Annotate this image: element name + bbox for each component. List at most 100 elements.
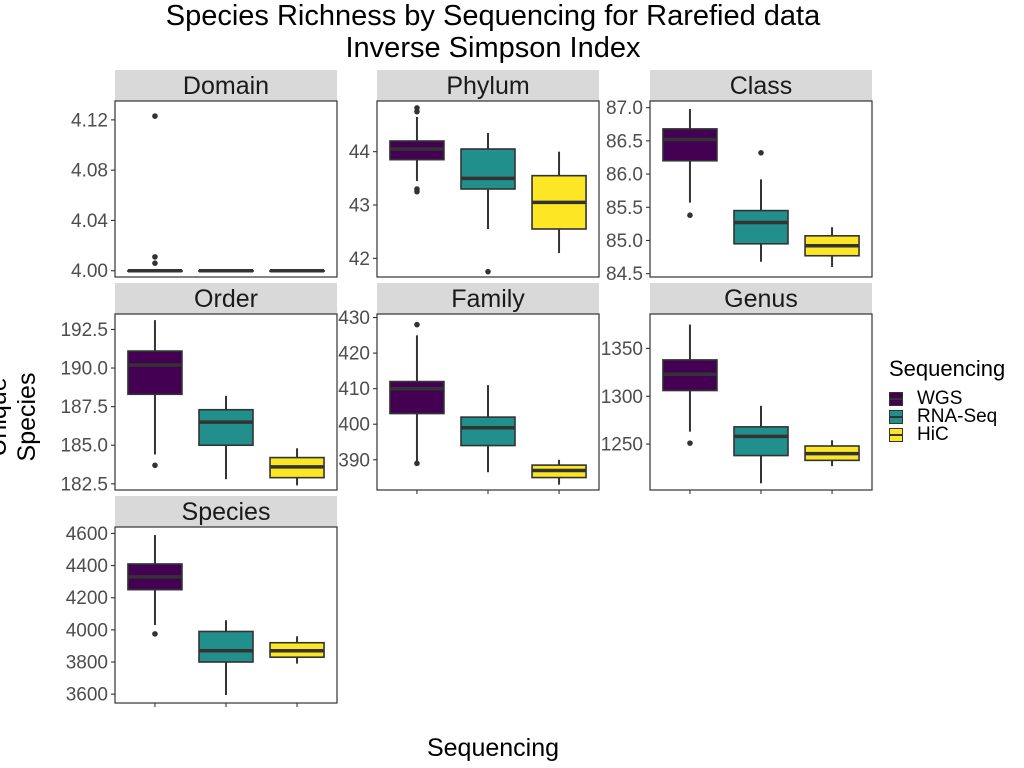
y-tick-label: 410: [338, 379, 370, 400]
box-genus-hic: [804, 440, 860, 467]
y-tick-label: 4200: [66, 588, 108, 609]
facet-order: Order 182.5 185.0 187.5 190.0 192.5: [60, 283, 338, 495]
box-phylum-rna-seq: [460, 133, 516, 275]
legend-key-wgs: [889, 392, 903, 406]
iqr-box: [662, 128, 718, 162]
iqr-box: [198, 408, 254, 447]
facet-genus: Genus 1250 1300 1350: [601, 283, 873, 494]
outlier-point: [414, 460, 420, 467]
y-tick-label: 1350: [601, 339, 643, 360]
y-tick-label: 185.0: [60, 436, 108, 457]
y-tick-label: 182.5: [60, 474, 108, 495]
box-species-rna-seq: [198, 620, 254, 695]
box-phylum-hic: [531, 151, 587, 253]
box-class-wgs: [662, 108, 718, 219]
outlier-point: [152, 631, 158, 637]
y-tick-label: 86.5: [606, 131, 643, 152]
facet-strip-label-phylum: Phylum: [446, 72, 529, 100]
x-axis-label: Sequencing: [426, 734, 560, 762]
y-tick-label: 4.12: [71, 110, 108, 131]
y-tick-label: 4.00: [71, 261, 108, 282]
legend-label-wgs: WGS: [917, 388, 963, 409]
facet-strip-genus: [650, 283, 872, 314]
box-class-rna-seq: [733, 150, 789, 262]
box-family-hic: [531, 459, 587, 485]
outlier-point: [758, 150, 764, 156]
facet-strip-label-genus: Genus: [724, 285, 798, 313]
y-tick-label: 190.0: [60, 359, 108, 380]
legend-label-rna-seq: RNA-Seq: [917, 406, 998, 427]
y-tick-label: 420: [338, 344, 370, 365]
facet-strip-species: [115, 496, 337, 527]
facet-strip-domain: [115, 70, 337, 101]
panel-domain: [114, 100, 338, 278]
box-phylum-wgs: [389, 105, 445, 195]
y-tick-label: 4600: [66, 524, 108, 545]
iqr-box: [389, 380, 445, 415]
outlier-point: [485, 268, 491, 275]
box-order-hic: [269, 448, 325, 486]
y-tick-label: 400: [338, 415, 370, 436]
box-species-wgs: [127, 535, 183, 637]
facet-strip-label-order: Order: [194, 285, 258, 313]
iqr-box: [198, 630, 254, 663]
box-family-rna-seq: [460, 385, 516, 473]
iqr-box: [460, 148, 516, 190]
box-family-wgs: [389, 321, 445, 467]
y-tick-label: 4400: [66, 556, 108, 577]
box-order-rna-seq: [198, 395, 254, 480]
chart-subtitle: Inverse Simpson Index: [345, 32, 641, 64]
legend-title: Sequencing: [889, 356, 1006, 381]
y-tick-label: 84.5: [606, 264, 643, 285]
y-tick-label: 1250: [601, 435, 643, 456]
y-tick-label: 86.0: [606, 165, 643, 186]
facet-family: Family 390 400 410 420 430: [338, 283, 600, 494]
y-tick-label: 87.0: [606, 98, 643, 119]
facet-strip-order: [115, 283, 337, 314]
box-genus-rna-seq: [733, 405, 789, 484]
y-tick-label: 4000: [66, 620, 108, 641]
y-tick-label: 43: [349, 196, 370, 217]
facet-strip-class: [650, 70, 872, 101]
outlier-point: [414, 186, 420, 192]
outlier-point: [152, 254, 158, 260]
legend-key-hic: [889, 428, 903, 442]
iqr-box: [127, 350, 183, 396]
box-genus-wgs: [662, 324, 718, 446]
iqr-box: [733, 426, 789, 457]
outlier-point: [687, 440, 693, 446]
y-tick-label: 1300: [601, 387, 643, 408]
legend-item-wgs: WGS: [889, 388, 1005, 409]
y-tick-label: 3800: [66, 653, 108, 674]
chart-title: Species Richness by Sequencing for Raref…: [165, 0, 821, 32]
legend-label-hic: HiC: [917, 424, 949, 445]
facet-strip-label-species: Species: [182, 498, 271, 526]
outlier-point: [152, 260, 158, 266]
box-order-wgs: [127, 320, 183, 469]
facet-strip-label-class: Class: [730, 72, 793, 100]
y-tick-label: 85.5: [606, 198, 643, 219]
outlier-point: [687, 212, 693, 219]
box-class-hic: [804, 227, 860, 268]
y-tick-label: 4.04: [71, 211, 108, 232]
facet-strip-label-family: Family: [451, 285, 525, 313]
facet-strip-family: [377, 283, 599, 314]
y-tick-label: 3600: [66, 685, 108, 706]
facet-strip-phylum: [377, 70, 599, 101]
legend-item-rna-seq: RNA-Seq: [889, 406, 1005, 427]
facet-phylum: Phylum 42 43 44: [349, 70, 600, 278]
facet-class: Class 84.5 85.0 85.5 86.0 86.5 87.0: [606, 70, 873, 285]
outlier-point: [152, 113, 158, 119]
legend-item-hic: HiC: [889, 424, 1005, 445]
iqr-box: [460, 416, 516, 447]
outlier-point: [414, 321, 420, 328]
y-tick-label: 42: [349, 249, 370, 270]
y-tick-label: 187.5: [60, 397, 108, 418]
y-tick-label: 390: [338, 450, 370, 471]
legend-key-rna-seq: [889, 410, 903, 424]
y-tick-label: 192.5: [60, 320, 108, 341]
box-domain-wgs: [127, 113, 183, 273]
y-tick-label: 85.0: [606, 231, 643, 252]
facet-domain: Domain 4.00 4.04 4.08 4.12: [71, 70, 338, 282]
